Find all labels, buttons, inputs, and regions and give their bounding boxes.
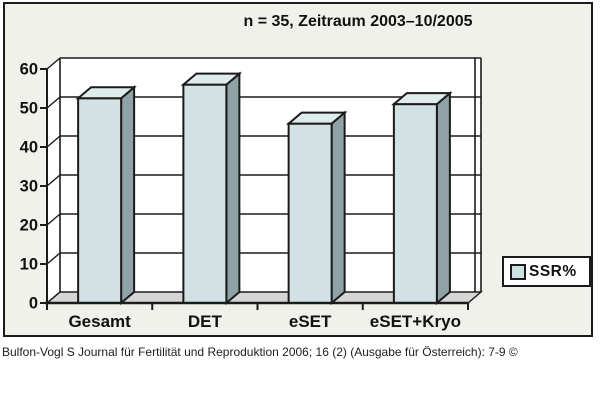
bar-front-face [392, 103, 438, 304]
x-category-label: eSET+Kryo [370, 312, 461, 331]
bar-eset-kryo [391, 90, 453, 306]
x-category-label: Gesamt [68, 312, 131, 331]
bar-top-face [180, 72, 243, 86]
y-tick-diagonal [46, 174, 61, 187]
y-tick-diagonal [46, 57, 61, 70]
legend-swatch-icon [510, 263, 526, 280]
y-axis-label: 20 [20, 217, 38, 235]
y-tick-diagonal [46, 135, 61, 148]
bar-front-face [287, 122, 333, 304]
x-category-label: eSET [289, 312, 332, 331]
y-axis-label: 30 [20, 178, 38, 196]
bar-front-face [77, 97, 123, 304]
legend: SSR% [502, 256, 591, 287]
bar-top-face [391, 92, 453, 106]
bar-gesamt [75, 85, 137, 306]
citation-text: Bulfon-Vogl S Journal für Fertilität und… [2, 345, 518, 359]
bar-side-face [120, 85, 136, 306]
bar-top-face [285, 111, 348, 125]
bar-front-face [182, 83, 228, 304]
y-tick-diagonal [46, 96, 61, 109]
bar-det [180, 71, 243, 306]
bar-eset [285, 110, 348, 306]
y-axis-label: 40 [20, 139, 38, 157]
y-tick-diagonal [46, 213, 61, 226]
bar-side-face [330, 110, 346, 306]
bar-side-face [225, 71, 241, 306]
y-tick-diagonal [46, 252, 61, 265]
x-category-label: DET [188, 312, 223, 331]
legend-label: SSR% [529, 262, 577, 280]
y-axis-label: 10 [20, 256, 38, 274]
y-tick-diagonal [46, 291, 61, 304]
y-axis-label: 60 [20, 61, 38, 79]
chart-title: n = 35, Zeitraum 2003–10/2005 [243, 13, 473, 30]
bar-side-face [435, 90, 451, 306]
y-axis-label: 0 [29, 295, 38, 313]
bar-top-face [75, 86, 137, 100]
y-axis-label: 50 [20, 100, 38, 118]
